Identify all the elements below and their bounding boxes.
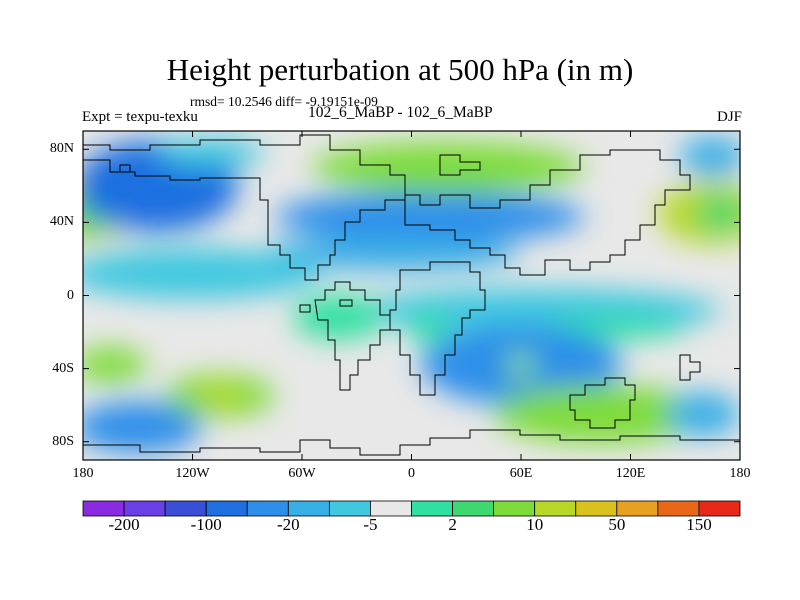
y-tick-label: 40N — [49, 214, 74, 230]
coastline-outlines — [83, 134, 740, 456]
field-blob-22 — [83, 401, 202, 453]
colorbar — [82, 500, 741, 517]
coastline-7 — [299, 304, 311, 313]
colorbar-label: 50 — [608, 515, 626, 534]
field-blob-8 — [274, 191, 585, 243]
colorbar-box-3 — [205, 500, 248, 517]
colorbar-label: -100 — [190, 515, 222, 534]
stats-text: rmsd= 10.2546 diff= -9.19151e-09 — [190, 94, 378, 109]
colorbar-label: -5 — [363, 515, 378, 534]
colorbar-box-15 — [698, 500, 741, 517]
coastline-8 — [339, 299, 353, 307]
coastline-6 — [679, 354, 701, 381]
colorbar-label: -200 — [108, 515, 140, 534]
colorbar-box-8 — [411, 500, 453, 517]
colorbar-label: 150 — [686, 515, 712, 534]
colorbar-box-10 — [493, 500, 536, 517]
colorbar-box-2 — [164, 500, 207, 517]
coastline-10 — [439, 154, 481, 176]
coastline-9 — [119, 164, 131, 173]
coastline-2 — [404, 149, 691, 276]
colorbar-box-6 — [328, 500, 371, 517]
field-blob-6 — [696, 194, 740, 232]
colorbar-box-11 — [534, 500, 577, 517]
experiment-label: Expt = texpu-texku — [82, 109, 198, 125]
case-label: 102_6_MaBP - 102_6_MaBP — [308, 104, 493, 121]
contour-field — [83, 131, 740, 460]
coastline-0 — [83, 134, 406, 281]
field-blob-14 — [407, 313, 452, 344]
field-blob-13 — [292, 295, 385, 340]
x-tick-label: 120W — [175, 466, 210, 481]
x-tick-label: 180 — [72, 466, 94, 481]
colorbar-box-12 — [575, 500, 618, 517]
field-blob-19 — [83, 346, 147, 384]
chart-title: Height perturbation at 500 hPa (in m) — [166, 52, 634, 87]
coastline-1 — [314, 281, 391, 391]
colorbar-box-0 — [82, 500, 125, 517]
field-blob-24 — [548, 401, 640, 431]
field-blob-25 — [667, 392, 740, 437]
colorbar-box-4 — [246, 500, 289, 517]
field-blobs — [83, 136, 740, 453]
field-blob-9 — [311, 141, 585, 194]
x-tick-label: 60W — [288, 466, 316, 481]
field-blob-11 — [83, 247, 321, 300]
y-tick-label: 0 — [67, 287, 74, 303]
x-tick-label: 0 — [408, 466, 415, 481]
season-label: DJF — [716, 109, 742, 125]
coastline-4 — [569, 377, 636, 429]
colorbar-box-9 — [452, 500, 495, 517]
colorbar-label: 10 — [526, 515, 544, 534]
coastline-5 — [83, 429, 740, 456]
colorbar-box-7 — [370, 500, 412, 517]
colorbar-label: 2 — [448, 515, 457, 534]
x-tick-label: 120E — [615, 466, 646, 481]
field-blob-21 — [194, 385, 246, 407]
y-tick-label: 80S — [52, 433, 74, 449]
colorbar-label: -20 — [276, 515, 300, 534]
colorbar-box-1 — [123, 500, 166, 517]
field-blob-7 — [679, 136, 740, 177]
colorbar-box-5 — [287, 500, 330, 517]
field-blob-18 — [513, 359, 529, 371]
x-tick-label: 60E — [509, 466, 533, 481]
axis-ticks — [82, 131, 741, 460]
y-tick-label: 40S — [52, 360, 74, 376]
y-tick-label: 80N — [49, 141, 74, 157]
colorbar-box-14 — [657, 500, 700, 517]
coastline-3 — [389, 261, 486, 396]
field-blob-4 — [156, 138, 266, 168]
colorbar-box-13 — [616, 500, 659, 517]
x-tick-label: 180 — [729, 466, 751, 481]
field-blob-3 — [97, 156, 178, 208]
